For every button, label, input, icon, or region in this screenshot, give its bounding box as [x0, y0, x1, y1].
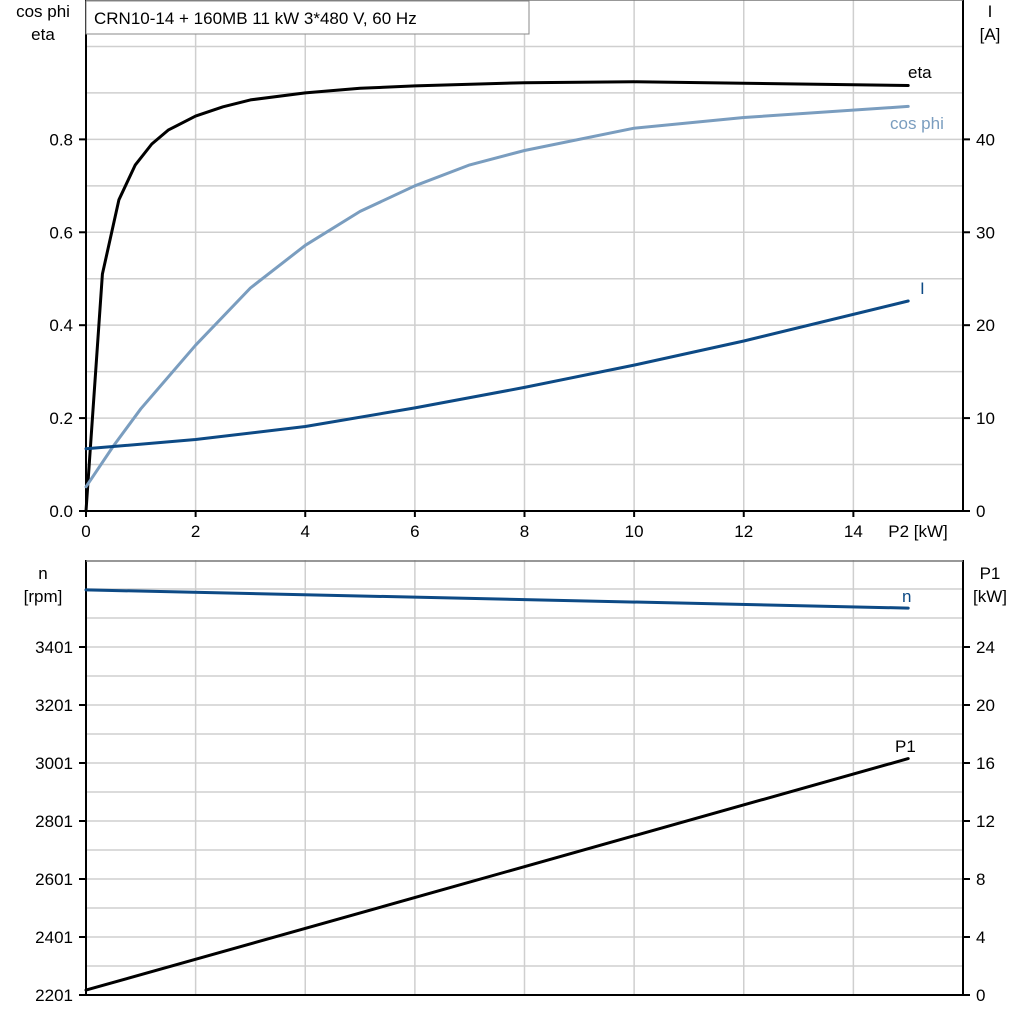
x-tick-label: 4 — [301, 522, 310, 541]
y-left-tick-label: 0.6 — [49, 223, 73, 242]
series-line-cos-phi — [84, 104, 910, 489]
y-right-tick-label: 0 — [976, 502, 985, 521]
x-tick-label: 12 — [734, 522, 753, 541]
y-right-tick-label: 10 — [976, 409, 995, 428]
y-right-tick-label: 20 — [976, 696, 995, 715]
series-label-p1: P1 — [895, 737, 916, 756]
series-label-i: I — [920, 279, 925, 298]
series-line-n — [84, 588, 910, 610]
y-right-tick-label: 30 — [976, 223, 995, 242]
chart-panel-2: 2201 2401 2601 2801 3001 3201 3401 0 4 8 12 16 20 24 n… — [24, 560, 1007, 1005]
y-left-axis-label: cos phi — [16, 2, 70, 21]
y-left-axis-label: [rpm] — [24, 587, 63, 606]
y-left-tick-label: 2201 — [35, 986, 73, 1005]
y-right-axis-label: [kW] — [973, 587, 1007, 606]
y-right-tick-label: 20 — [976, 316, 995, 335]
y-left-tick-label: 2601 — [35, 870, 73, 889]
y-right-tick-label: 4 — [976, 928, 985, 947]
y-right-tick-label: 12 — [976, 812, 995, 831]
y-left-tick-label: 3401 — [35, 638, 73, 657]
x-tick-label: 2 — [191, 522, 200, 541]
series-label-n: n — [902, 587, 911, 606]
y-left-tick-label: 0.2 — [49, 409, 73, 428]
y-right-axis-label: I — [988, 2, 993, 21]
title-box — [85, 0, 530, 35]
y-right-tick-label: 40 — [976, 130, 995, 149]
chart-title: CRN10-14 + 160MB 11 kW 3*480 V, 60 Hz — [94, 9, 417, 28]
y-left-tick-label: 0.8 — [49, 130, 73, 149]
x-tick-label: 6 — [410, 522, 419, 541]
y-right-tick-label: 16 — [976, 754, 995, 773]
series-line-eta — [84, 80, 910, 513]
series-label-eta: eta — [908, 63, 932, 82]
y-left-tick-label: 2401 — [35, 928, 73, 947]
chart-panel-1: 0.0 0.2 0.4 0.6 0.8 0 10 20 30 40 0 2 4 6 8 10 12 14 P2 [k… — [16, 0, 1000, 541]
y-right-axis-label: [A] — [980, 25, 1001, 44]
y-left-tick-label: 3001 — [35, 754, 73, 773]
series-line-p1 — [84, 757, 910, 992]
x-tick-label: 0 — [81, 522, 90, 541]
x-tick-label: 8 — [520, 522, 529, 541]
y-left-tick-label: 0.0 — [49, 502, 73, 521]
x-tick-label: 10 — [625, 522, 644, 541]
series-line-i — [84, 299, 910, 451]
y-right-tick-label: 8 — [976, 870, 985, 889]
y-left-tick-label: 2801 — [35, 812, 73, 831]
y-left-tick-label: 0.4 — [49, 316, 73, 335]
y-left-axis-label: n — [38, 564, 47, 583]
y-right-axis-label: P1 — [980, 564, 1001, 583]
y-right-tick-label: 0 — [976, 986, 985, 1005]
y-right-tick-label: 24 — [976, 638, 995, 657]
y-left-axis-label: eta — [31, 25, 55, 44]
x-axis-label: P2 [kW] — [888, 522, 948, 541]
x-tick-label: 14 — [844, 522, 863, 541]
y-left-tick-label: 3201 — [35, 696, 73, 715]
series-label-cos-phi: cos phi — [890, 114, 944, 133]
